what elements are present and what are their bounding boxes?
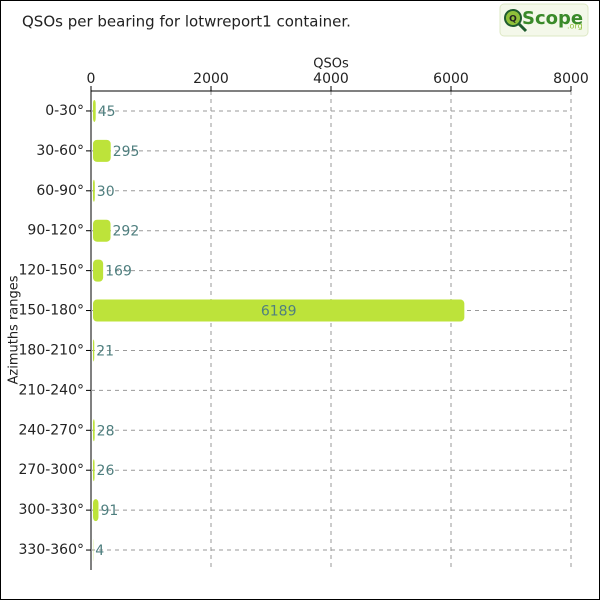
y-tick-label: 90-120°: [27, 223, 84, 239]
logo-name: Scope: [522, 8, 583, 29]
y-tick-label: 240-270°: [19, 422, 85, 438]
x-tick-label: 0: [87, 71, 96, 87]
value-label: 45: [98, 104, 116, 120]
value-label: 30: [97, 184, 115, 200]
x-axis-title: QSOs: [313, 57, 349, 72]
bar: [93, 339, 95, 362]
y-tick-label: 60-90°: [36, 183, 84, 199]
bar: [93, 459, 95, 482]
bar: [93, 299, 465, 322]
bar: [93, 499, 99, 522]
y-tick-label: 300-330°: [19, 502, 85, 518]
y-tick-label: 270-300°: [19, 462, 85, 478]
value-label: 295: [113, 144, 140, 160]
logo: Q Scope .org: [499, 3, 589, 37]
value-label: 21: [96, 343, 114, 359]
y-tick-label: 210-240°: [19, 382, 85, 398]
y-tick-label: 330-360°: [19, 542, 85, 558]
logo-handle: [517, 22, 528, 33]
bar: [93, 419, 95, 442]
logo-mark: Q: [509, 15, 517, 25]
value-label: 4: [95, 543, 104, 559]
bar: [93, 139, 111, 162]
logo-icon: [504, 9, 522, 27]
value-label: 91: [100, 503, 118, 519]
bar: [93, 219, 111, 242]
x-tick-label: 8000: [553, 71, 589, 87]
y-tick-label: 30-60°: [36, 143, 84, 159]
bar: [93, 179, 95, 202]
logo-suffix: .org: [567, 22, 583, 31]
chart-title: QSOs per bearing for lotwreport1 contain…: [22, 13, 351, 31]
x-tick-label: 4000: [313, 71, 349, 87]
x-tick-label: 6000: [433, 71, 469, 87]
bar: [93, 99, 96, 122]
x-tick-label: 2000: [193, 71, 229, 87]
bar: [93, 259, 104, 282]
value-label: 292: [113, 224, 140, 240]
y-tick-label: 120-150°: [19, 263, 85, 279]
y-axis-title: Azimuths ranges: [7, 275, 22, 384]
y-tick-label: 0-30°: [45, 103, 84, 119]
y-tick-label: 180-210°: [19, 342, 85, 358]
value-label: 169: [105, 264, 132, 280]
value-label: 6189: [261, 304, 297, 320]
value-label: 26: [97, 463, 115, 479]
value-label: 28: [97, 423, 115, 439]
y-tick-label: 150-180°: [19, 303, 85, 319]
